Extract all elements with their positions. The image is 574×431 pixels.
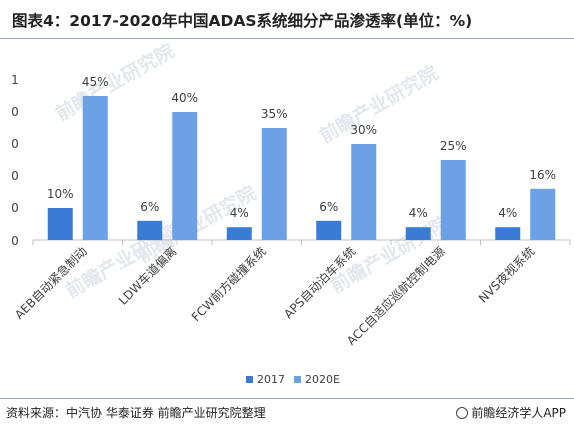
bar-2020E-0 [82, 96, 108, 240]
bar-2017-5 [495, 227, 521, 240]
brand-logo-icon [456, 407, 469, 419]
data-label: 4% [409, 206, 428, 220]
brand-credit: 前瞻经济学人APP [456, 404, 566, 421]
legend-label-2020E: 2020E [305, 373, 340, 386]
legend: 2017 2020E [246, 373, 340, 386]
data-label: 35% [261, 107, 288, 121]
data-label: 4% [230, 206, 249, 220]
bar-2020E-3 [351, 144, 377, 240]
y-tick-label: 0 [11, 201, 19, 215]
x-category-label: FCW前方碰撞系统 [188, 244, 269, 325]
title-divider [0, 38, 574, 39]
bar-2017-0 [47, 208, 73, 240]
y-tick-label: 1 [11, 73, 19, 87]
legend-swatch-2017 [246, 376, 253, 383]
bars [47, 96, 556, 240]
data-label: 6% [319, 200, 338, 214]
bar-2020E-1 [172, 112, 198, 240]
brand-text: 前瞻经济学人APP [471, 406, 566, 420]
legend-label-2017: 2017 [257, 373, 285, 386]
footer-divider [0, 398, 574, 399]
data-label: 25% [440, 139, 467, 153]
data-label: 40% [171, 91, 198, 105]
y-tick-label: 0 [11, 169, 19, 183]
y-axis: 0 0 0 0 0 1 [11, 73, 571, 248]
bar-2017-1 [137, 220, 163, 240]
chart-title: 图表4：2017-2020年中国ADAS系统细分产品渗透率(单位：%) [12, 12, 473, 30]
source-note: 资料来源：中汽协 华泰证券 前瞻产业研究院整理 [6, 406, 266, 420]
bar-2020E-5 [530, 188, 556, 240]
bar-2017-2 [226, 227, 252, 240]
bar-chart: 前瞻产业研究院前瞻产业研究院前瞻产业研究院前瞻产业研究院前瞻产业研究院 0000… [11, 39, 571, 386]
bar-2020E-4 [440, 160, 466, 240]
bar-2017-3 [316, 220, 342, 240]
y-tick-label: 0 [11, 234, 19, 248]
data-label: 10% [47, 187, 74, 201]
watermark-text: 前瞻产业研究院 [51, 39, 178, 125]
data-label: 6% [140, 200, 159, 214]
y-tick-label: 0 [11, 137, 19, 151]
x-category-label: NVS夜视系统 [475, 244, 537, 306]
data-label: 45% [82, 75, 109, 89]
legend-swatch-2020E [294, 376, 301, 383]
bar-2020E-2 [261, 128, 287, 240]
x-axis-labels: AEB自动紧急制动 LDW车道偏离 FCW前方碰撞系统 APS自动泊车系统ACC自适应… [11, 244, 537, 348]
bar-2017-4 [405, 227, 431, 240]
data-label: 4% [498, 206, 517, 220]
data-label: 16% [529, 168, 556, 182]
y-tick-label: 0 [11, 105, 19, 119]
data-label: 30% [350, 123, 377, 137]
watermark-text: 前瞻产业研究院 [315, 61, 442, 147]
data-labels: 10% 45% 6% 40% 4% 35% 6% 30% 4% 25% 4% 16% [47, 75, 556, 220]
